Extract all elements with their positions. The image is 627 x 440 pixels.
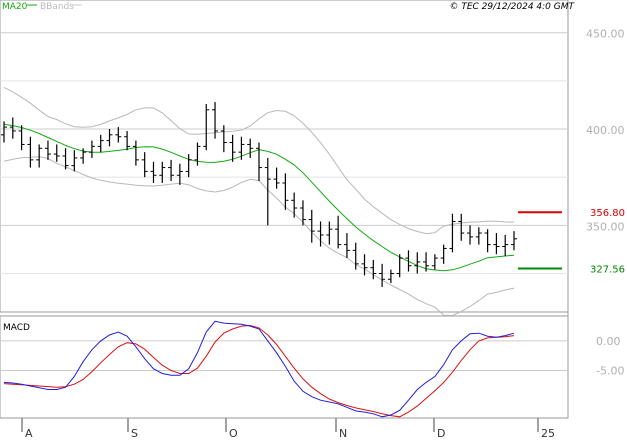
ohlc-bar bbox=[370, 260, 377, 280]
ohlc-bar bbox=[414, 252, 421, 274]
ohlc-bar bbox=[511, 231, 517, 251]
ohlc-bar bbox=[238, 136, 245, 160]
support-level-label: 327.56 bbox=[590, 265, 625, 276]
x-axis-tick-label: N bbox=[339, 427, 347, 440]
ohlc-bar bbox=[396, 254, 403, 278]
macd-y-ticks: 0.00 -5.00 bbox=[596, 335, 624, 378]
x-axis-tick-label: O bbox=[229, 427, 238, 440]
ohlc-bar bbox=[343, 233, 350, 259]
resistance-level-label: 356.80 bbox=[590, 208, 625, 219]
ohlc-bar bbox=[141, 152, 148, 178]
ohlc-bar bbox=[53, 144, 60, 162]
ohlc-bar bbox=[194, 142, 201, 166]
ohlc-bar bbox=[36, 144, 43, 168]
ohlc-bar bbox=[317, 221, 324, 247]
ohlc-bar bbox=[88, 140, 95, 158]
macd-line bbox=[3, 320, 515, 418]
ohlc-bar bbox=[106, 129, 113, 147]
ohlc-bar bbox=[220, 125, 227, 153]
ohlc-bar bbox=[44, 140, 51, 160]
ohlc-bar bbox=[449, 213, 456, 253]
ohlc-bar bbox=[405, 250, 412, 272]
ohlc-bar bbox=[203, 104, 210, 151]
ohlc-bar bbox=[299, 200, 306, 226]
ohlc-bar bbox=[97, 134, 104, 153]
price-levels: 356.80 327.56 bbox=[518, 208, 625, 276]
macd-signal-line bbox=[3, 324, 515, 418]
ohlc-bar bbox=[159, 161, 166, 183]
price-y-tick-label: 450.00 bbox=[586, 28, 625, 41]
ohlc-bar bbox=[132, 140, 139, 166]
ohlc-bar bbox=[71, 150, 78, 172]
macd-y-tick-label: -5.00 bbox=[596, 365, 624, 378]
ohlc-bar bbox=[282, 173, 289, 210]
bollinger-bands bbox=[3, 86, 515, 317]
ohlc-bar bbox=[440, 244, 447, 264]
ohlc-bar bbox=[273, 167, 280, 189]
ohlc-bar bbox=[467, 225, 474, 245]
bbands-upper-line bbox=[3, 86, 515, 235]
ohlc-bar bbox=[431, 254, 438, 270]
price-panel-frame bbox=[0, 0, 569, 313]
copyright-text: © TEC 29/12/2024 4:0 GMT bbox=[449, 2, 575, 12]
ohlc-bar bbox=[212, 102, 219, 139]
x-axis-tick-label: S bbox=[131, 427, 138, 440]
ohlc-bar bbox=[264, 157, 271, 226]
macd-lines bbox=[3, 320, 515, 418]
macd-panel-frame bbox=[0, 315, 569, 419]
macd-panel-title: MACD bbox=[3, 323, 30, 333]
price-y-tick-label: 350.00 bbox=[586, 220, 625, 233]
ohlc-bar bbox=[256, 142, 262, 182]
ohlc-bar bbox=[247, 138, 254, 158]
ohlc-bar bbox=[150, 161, 157, 183]
ohlc-bar bbox=[379, 263, 386, 287]
price-grid bbox=[0, 32, 568, 274]
x-axis: A S O N D 25 bbox=[0, 417, 568, 440]
ohlc-bar bbox=[423, 252, 430, 272]
price-bars bbox=[1, 102, 517, 287]
x-axis-tick-label: D bbox=[437, 427, 445, 440]
ohlc-bar bbox=[335, 215, 342, 249]
ohlc-bar bbox=[484, 229, 491, 253]
ohlc-bar bbox=[9, 117, 16, 139]
ohlc-bar bbox=[493, 233, 500, 255]
ohlc-bar bbox=[115, 127, 122, 143]
macd-y-tick-label: 0.00 bbox=[596, 335, 621, 348]
ohlc-bar bbox=[80, 148, 87, 164]
ohlc-bar bbox=[62, 148, 69, 170]
ohlc-bar bbox=[176, 163, 183, 185]
ohlc-bar bbox=[168, 159, 175, 182]
ohlc-bar bbox=[458, 213, 465, 241]
ohlc-bar bbox=[291, 192, 298, 218]
ohlc-bar bbox=[1, 121, 7, 143]
ohlc-bar bbox=[502, 234, 509, 257]
ohlc-bar bbox=[27, 136, 34, 168]
legend-bbands-label: BBands bbox=[40, 2, 74, 12]
ohlc-bar bbox=[229, 134, 236, 162]
x-axis-tick-label: A bbox=[25, 427, 33, 440]
ohlc-bar bbox=[361, 254, 368, 276]
ohlc-bar bbox=[18, 125, 25, 151]
ohlc-bar bbox=[387, 269, 394, 284]
ohlc-bar bbox=[185, 154, 192, 178]
ohlc-bar bbox=[308, 209, 315, 243]
x-axis-tick-label: 25 bbox=[541, 427, 555, 440]
legend-ma20-label: MA20 bbox=[2, 2, 28, 12]
macd-grid bbox=[0, 340, 568, 372]
ohlc-bar bbox=[352, 242, 359, 270]
ohlc-bar bbox=[124, 130, 131, 151]
price-y-ticks: 350.00 400.00 450.00 bbox=[586, 28, 625, 234]
price-y-tick-label: 400.00 bbox=[586, 124, 625, 137]
ohlc-bar bbox=[326, 221, 333, 245]
ohlc-bar bbox=[475, 227, 482, 245]
